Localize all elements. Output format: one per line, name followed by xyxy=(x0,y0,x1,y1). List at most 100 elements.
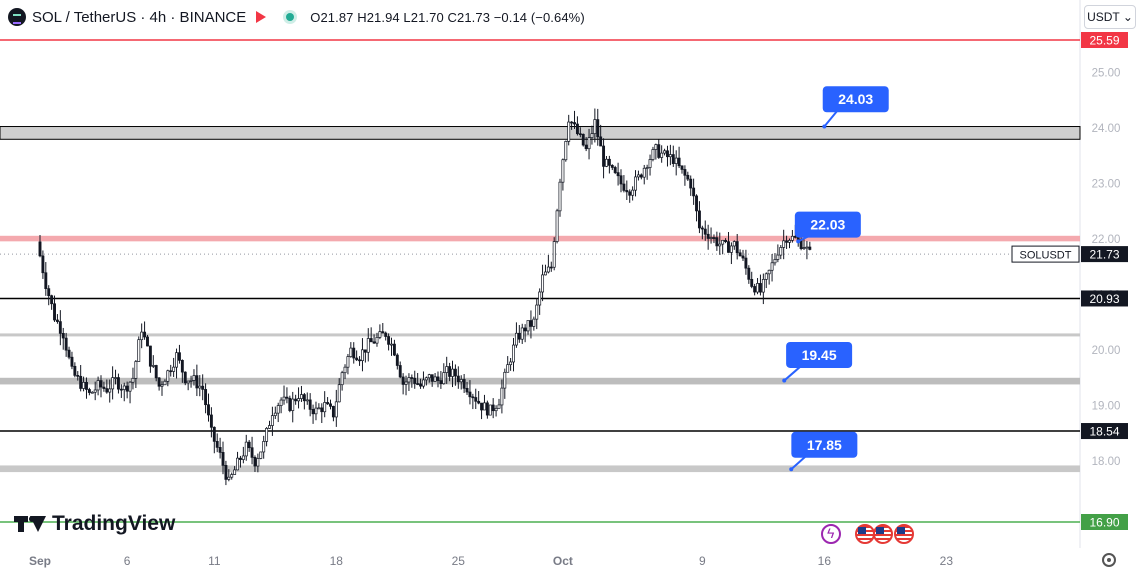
event-us-flag-icon[interactable] xyxy=(894,524,914,544)
candle-body xyxy=(602,145,606,167)
zone-band xyxy=(0,126,1081,140)
candle-body xyxy=(738,252,742,257)
zone-band xyxy=(0,377,1080,385)
candle-body xyxy=(520,327,524,340)
candle-body xyxy=(727,241,730,253)
candle-body xyxy=(282,396,286,401)
candle-body xyxy=(244,441,248,457)
candle-body xyxy=(622,183,626,191)
event-us-flag-icon[interactable] xyxy=(873,524,893,544)
candle-body xyxy=(660,152,664,158)
candle-body xyxy=(195,375,199,389)
candle-body xyxy=(683,169,687,176)
candle-body xyxy=(346,356,350,368)
candle-body xyxy=(488,404,492,416)
candle-body xyxy=(581,133,585,146)
candle-body xyxy=(695,195,698,212)
candle-body xyxy=(477,400,481,404)
callout-label: 17.85 xyxy=(807,437,842,453)
candle-body xyxy=(175,352,178,368)
candle-body xyxy=(102,386,106,389)
candle-body xyxy=(538,291,542,306)
candle-body xyxy=(198,385,202,389)
currency-dropdown[interactable]: USDT ⌄ xyxy=(1084,5,1136,29)
candle-body xyxy=(599,136,603,147)
candle-body xyxy=(555,210,559,242)
candle-body xyxy=(79,375,83,389)
settings-gear-icon[interactable] xyxy=(1102,553,1116,567)
candle-body xyxy=(404,381,408,385)
candle-body xyxy=(218,447,222,453)
candle-body xyxy=(300,394,303,399)
time-tick-label: Oct xyxy=(553,554,573,568)
candle-body xyxy=(201,385,205,390)
candle-body xyxy=(639,174,643,178)
candle-body xyxy=(497,404,501,409)
candle-body xyxy=(558,181,562,212)
candle-body xyxy=(238,457,242,460)
candle-body xyxy=(715,237,719,247)
candle-body xyxy=(436,376,440,381)
price-axis-labels: 25.59 21.73 SOLUSDT 20.93 18.54 16.90 xyxy=(1011,32,1128,530)
candle-body xyxy=(114,377,117,379)
candle-body xyxy=(375,337,379,344)
candle-body xyxy=(262,441,266,453)
candle-body xyxy=(671,154,675,164)
candle-body xyxy=(227,476,231,480)
symbol-title[interactable]: SOL / TetherUS · 4h · BINANCE xyxy=(32,8,247,26)
candle-body xyxy=(442,372,446,385)
candle-body xyxy=(401,376,405,385)
candle-body xyxy=(735,241,739,254)
callouts-layer: 24.03 22.03 19.45 17.85 xyxy=(782,86,889,472)
flag-icon[interactable] xyxy=(256,11,267,23)
candle-body xyxy=(352,347,356,359)
candle-body xyxy=(273,412,277,416)
callout-box xyxy=(822,86,889,113)
candle-body xyxy=(424,377,428,381)
time-tick-label: 9 xyxy=(699,554,706,568)
candle-body xyxy=(148,345,152,367)
candle-body xyxy=(349,347,353,357)
candle-body xyxy=(413,377,417,384)
candle-body xyxy=(613,167,617,173)
candle-body xyxy=(433,376,437,382)
candle-body xyxy=(340,372,344,386)
candle-body xyxy=(491,404,495,412)
candle-body xyxy=(471,396,475,399)
zones-layer xyxy=(0,126,1081,473)
candle-body xyxy=(509,361,513,366)
event-lightning-icon[interactable] xyxy=(821,524,841,544)
event-us-flag-icon[interactable] xyxy=(855,524,875,544)
callout-box xyxy=(786,341,853,368)
candle-body xyxy=(358,359,362,362)
candle-body xyxy=(192,375,196,381)
candle-body xyxy=(546,266,550,273)
candle-body xyxy=(253,457,257,467)
candle-body xyxy=(137,339,141,362)
candle-body xyxy=(445,366,449,373)
candle-body xyxy=(465,387,469,393)
price-axis-background[interactable] xyxy=(1080,0,1140,548)
price-label: 21.73 xyxy=(1089,248,1119,262)
candle-body xyxy=(189,380,193,382)
candle-body xyxy=(384,332,388,337)
candle-body xyxy=(177,352,181,361)
candle-body xyxy=(605,158,608,167)
zone-band xyxy=(0,235,1080,242)
candle-body xyxy=(317,407,321,410)
candle-body xyxy=(140,331,144,341)
candle-body xyxy=(578,133,582,136)
price-tick-label: 25.00 xyxy=(1092,68,1121,80)
candle-body xyxy=(500,387,504,406)
time-tick-label: 6 xyxy=(124,554,131,568)
candle-body xyxy=(265,428,269,442)
candle-body xyxy=(616,172,620,177)
candle-body xyxy=(680,165,684,170)
candle-body xyxy=(770,262,774,271)
time-tick-label: 16 xyxy=(818,554,832,568)
candle-body xyxy=(381,331,385,334)
candle-body xyxy=(584,144,588,150)
candle-body xyxy=(108,388,112,393)
candle-body xyxy=(529,320,533,327)
